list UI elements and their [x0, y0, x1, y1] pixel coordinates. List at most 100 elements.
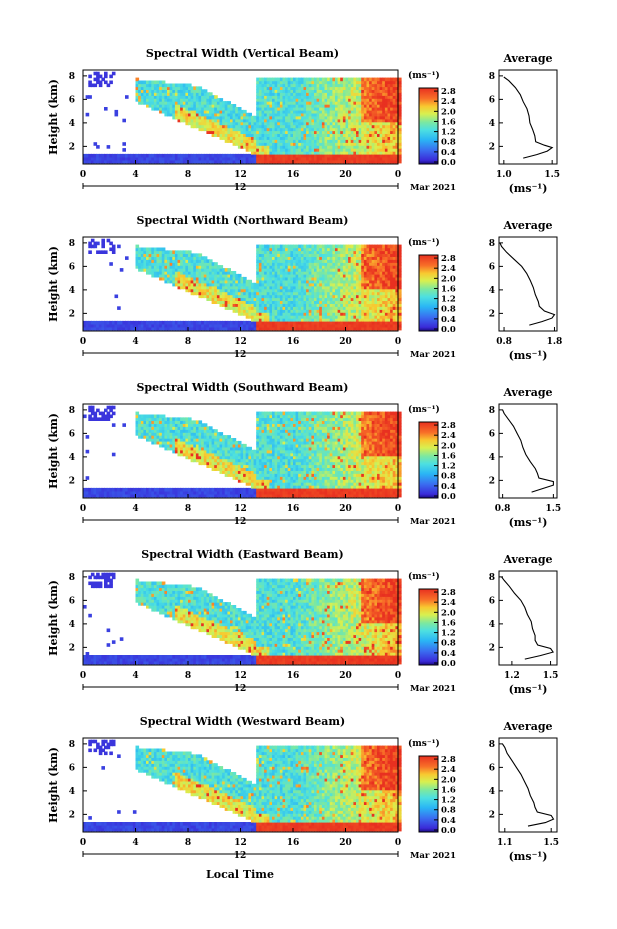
heatmap-cell: [209, 259, 213, 263]
colorbar-unit: (ms⁻¹): [408, 70, 440, 81]
heatmap-cell: [358, 250, 363, 254]
heatmap-cell: [185, 285, 189, 290]
heatmap-cell: [177, 92, 182, 96]
heatmap-cell: [235, 291, 239, 296]
heatmap-cell: [387, 86, 392, 90]
heatmap-cell: [230, 127, 234, 132]
heatmap-cell: [382, 320, 386, 325]
heatmap-cell: [316, 312, 321, 316]
heatmap-cell: [329, 253, 334, 257]
heatmap-cell: [298, 148, 302, 152]
heatmap-cell: [201, 326, 205, 331]
heatmap-cell: [222, 136, 226, 140]
heatmap-cell: [358, 139, 363, 143]
heatmap-cell: [222, 118, 226, 123]
heatmap-cell: [335, 273, 339, 278]
heatmap-cell: [303, 98, 308, 102]
heatmap-cell: [358, 265, 363, 269]
heatmap-cell: [287, 83, 292, 88]
heatmap-cell: [337, 253, 342, 257]
heatmap-cell: [264, 265, 268, 269]
average-x-label: (ms⁻¹): [509, 349, 548, 362]
heatmap-cell: [209, 95, 213, 99]
heatmap-cell: [161, 326, 166, 331]
heatmap-cell: [227, 279, 231, 284]
heatmap-cell: [274, 300, 279, 304]
heatmap-cell: [156, 271, 161, 275]
heatmap-cell: [398, 271, 402, 275]
heatmap-cell: [169, 107, 174, 111]
heatmap-cell: [272, 294, 276, 299]
heatmap-cell: [300, 276, 305, 281]
heatmap-cell: [387, 297, 392, 301]
heatmap-cell: [274, 109, 279, 114]
heatmap-cell: [366, 282, 371, 287]
heatmap-cell: [303, 115, 308, 120]
heatmap-cell: [353, 104, 357, 108]
heatmap-cell: [261, 276, 266, 281]
heatmap-cell: [293, 282, 297, 287]
heatmap-cell: [295, 303, 300, 307]
heatmap-cell: [274, 115, 279, 120]
heatmap-cell: [253, 159, 258, 164]
heatmap-cell: [188, 101, 192, 105]
heatmap-cell: [174, 104, 179, 108]
heatmap-cell: [211, 107, 216, 111]
heatmap-cell: [251, 320, 255, 325]
heatmap-cell: [363, 159, 368, 164]
heatmap-cell: [311, 312, 315, 316]
heatmap-cell: [345, 136, 350, 140]
y-axis-label: Height (km): [47, 79, 60, 155]
heatmap-cell: [337, 121, 342, 126]
heatmap-cell: [151, 250, 155, 254]
heatmap-cell: [363, 273, 368, 278]
heatmap-cell: [180, 265, 184, 269]
heatmap-cell: [395, 101, 399, 105]
heatmap-cell: [274, 133, 279, 137]
heatmap-cell: [361, 145, 365, 149]
heatmap-cell: [314, 262, 318, 266]
heatmap-cell: [285, 282, 289, 287]
heatmap-cell: [164, 273, 168, 278]
heatmap-cell: [379, 282, 384, 287]
heatmap-cell: [329, 300, 334, 304]
heatmap-cell: [327, 326, 331, 331]
heatmap-cell: [382, 309, 386, 313]
heatmap-cell: [159, 83, 163, 88]
heatmap-cell: [398, 142, 402, 146]
heatmap-cell: [93, 156, 98, 161]
heatmap-cell: [366, 107, 371, 111]
heatmap-cell: [319, 95, 323, 99]
heatmap-cell: [340, 153, 344, 158]
heatmap-cell: [227, 306, 231, 310]
heatmap-cell: [164, 256, 168, 260]
heatmap-cell: [140, 268, 145, 272]
heatmap-cell: [190, 285, 195, 290]
heatmap-cell: [366, 148, 371, 152]
heatmap-cell: [306, 153, 310, 158]
heatmap-cell: [384, 276, 389, 281]
heatmap-cell: [390, 139, 394, 143]
heatmap-cell: [153, 259, 158, 263]
heatmap-cell: [96, 493, 100, 498]
heatmap-cell: [143, 80, 147, 85]
heatmap-cell: [279, 326, 284, 331]
heatmap-cell: [172, 259, 176, 263]
heatmap-cell: [214, 326, 218, 331]
heatmap-cell: [88, 414, 92, 419]
heatmap-cell: [245, 323, 250, 328]
heatmap-cell: [382, 285, 386, 290]
heatmap-cell: [340, 80, 344, 85]
heatmap-cell: [306, 136, 310, 140]
heatmap-cell: [111, 250, 116, 254]
heatmap-cell: [93, 77, 98, 82]
heatmap-cell: [390, 77, 394, 82]
heatmap-cell: [159, 276, 163, 281]
heatmap-cell: [382, 77, 386, 82]
heatmap-cell: [398, 133, 402, 137]
heatmap-cell: [300, 109, 305, 114]
colorbar-tick-label: 0.8: [441, 305, 456, 315]
heatmap-cell: [390, 133, 394, 137]
heatmap-cell: [366, 294, 371, 299]
heatmap-cell: [327, 320, 331, 325]
